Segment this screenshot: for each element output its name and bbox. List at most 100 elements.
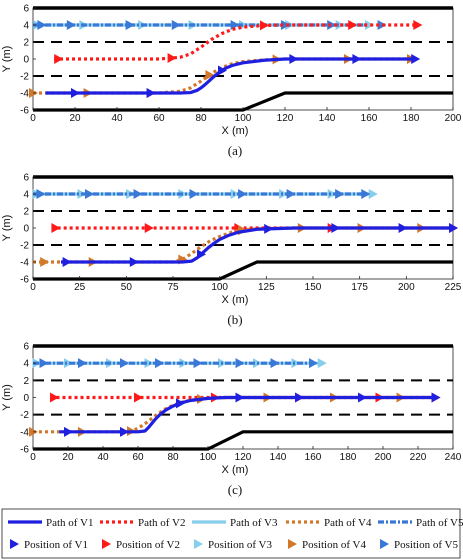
legend-item: Path of V2 xyxy=(100,517,185,529)
position-marker-v3 xyxy=(279,189,289,199)
legend-label: Position of V2 xyxy=(116,539,180,551)
position-marker-v5 xyxy=(281,20,290,30)
x-tick-label: 125 xyxy=(258,282,275,293)
y-tick-label: 6 xyxy=(23,4,29,15)
y-tick-label: 6 xyxy=(23,342,29,353)
position-marker-v1 xyxy=(264,223,274,234)
y-tick-label: -2 xyxy=(20,72,29,83)
position-marker-v2 xyxy=(348,20,358,30)
legend-label: Path of V4 xyxy=(324,517,372,529)
position-marker-v2 xyxy=(51,223,61,233)
y-tick-label: -2 xyxy=(20,241,29,252)
road-edge-bottom xyxy=(33,91,453,112)
position-marker-v1 xyxy=(449,223,458,233)
y-tick-label: 4 xyxy=(23,190,29,201)
x-tick-label: 200 xyxy=(398,282,415,293)
legend-item: Path of V1 xyxy=(8,517,93,529)
y-tick-label: -6 xyxy=(20,445,29,456)
legend-item: Position of V3 xyxy=(194,539,272,551)
position-marker-v3 xyxy=(327,189,337,199)
path-v2 xyxy=(54,23,418,61)
legend-label: Position of V3 xyxy=(208,539,272,551)
position-marker-v1 xyxy=(176,398,185,409)
position-marker-v2 xyxy=(413,20,423,30)
x-tick-label: 200 xyxy=(445,113,462,124)
x-tick-label: 120 xyxy=(277,113,294,124)
x-tick-label: 0 xyxy=(30,113,36,124)
panel-caption: (a) xyxy=(228,143,242,158)
position-marker-v1 xyxy=(197,249,206,260)
legend: Path of V1 Path of V2 Path of V3 Path of V4… xyxy=(1,508,463,559)
position-marker-v5 xyxy=(133,189,143,199)
position-marker-v2 xyxy=(260,20,269,31)
y-tick-label: 6 xyxy=(23,173,29,184)
x-tick-label: 40 xyxy=(97,452,109,463)
position-marker-v1 xyxy=(218,65,227,76)
position-marker-v3 xyxy=(179,358,189,369)
position-marker-v1 xyxy=(295,392,304,403)
x-axis-label: X (m) xyxy=(222,294,249,306)
x-tick-label: 100 xyxy=(211,282,228,293)
x-tick-label: 60 xyxy=(153,113,165,124)
position-marker-v5 xyxy=(189,189,199,199)
x-tick-label: 225 xyxy=(445,282,462,293)
position-marker-v1 xyxy=(129,257,139,267)
position-marker-v4 xyxy=(40,257,50,267)
position-marker-v1 xyxy=(146,88,156,98)
x-axis-label: X (m) xyxy=(222,464,249,476)
y-tick-label: 0 xyxy=(23,393,29,404)
x-tick-label: 20 xyxy=(62,452,74,463)
y-tick-label: -4 xyxy=(20,258,29,269)
position-marker-v1 xyxy=(358,392,367,403)
y-tick-label: 4 xyxy=(23,21,29,32)
position-marker-v5 xyxy=(335,189,345,199)
position-marker-v3 xyxy=(230,189,240,199)
legend-marker xyxy=(288,539,297,549)
position-marker-v2 xyxy=(134,392,143,403)
x-tick-label: 100 xyxy=(200,452,217,463)
panel-caption: (b) xyxy=(227,312,242,327)
x-tick-label: 25 xyxy=(74,282,86,293)
legend-item: Position of V4 xyxy=(288,539,366,551)
y-tick-label: 2 xyxy=(23,207,29,218)
legend-label: Position of V4 xyxy=(302,539,366,551)
legend-label: Path of V3 xyxy=(230,517,278,529)
position-marker-v1 xyxy=(71,88,80,98)
x-tick-label: 140 xyxy=(319,113,336,124)
chart-panel: 0 20 40 60 80 100 120 140 160 180 200 220 240 -6 -4 -2 0… xyxy=(1,342,462,498)
position-marker-v2 xyxy=(167,52,177,63)
road-edge-bottom xyxy=(33,260,453,281)
position-marker-v3 xyxy=(365,20,374,30)
position-marker-v1 xyxy=(331,223,341,233)
position-marker-v1 xyxy=(120,426,129,437)
legend-item: Position of V5 xyxy=(380,539,458,551)
x-tick-label: 180 xyxy=(403,113,420,124)
y-tick-label: -6 xyxy=(20,106,29,117)
position-marker-v5 xyxy=(361,189,371,199)
y-tick-label: 2 xyxy=(23,376,29,387)
x-tick-label: 220 xyxy=(410,452,427,463)
x-tick-label: 160 xyxy=(305,452,322,463)
position-marker-v3 xyxy=(368,189,378,199)
position-marker-v1 xyxy=(62,257,72,267)
legend-box xyxy=(1,508,461,559)
x-tick-label: 175 xyxy=(351,282,368,293)
position-marker-v1 xyxy=(235,392,245,403)
legend-item: Path of V4 xyxy=(286,517,372,529)
legend-label: Position of V1 xyxy=(24,539,88,551)
x-tick-label: 200 xyxy=(375,452,392,463)
y-axis-label: Y (m) xyxy=(1,215,13,242)
position-marker-v2 xyxy=(50,392,59,403)
position-marker-v5 xyxy=(171,20,181,30)
legend-marker xyxy=(194,539,203,549)
position-marker-v5 xyxy=(230,20,240,30)
position-marker-v5 xyxy=(120,358,129,369)
x-tick-label: 240 xyxy=(445,452,462,463)
path-v4 xyxy=(33,226,453,264)
x-tick-label: 140 xyxy=(270,452,287,463)
position-marker-v5 xyxy=(193,358,203,369)
y-axis-label: Y (m) xyxy=(1,46,13,73)
legend-item: Position of V1 xyxy=(10,539,88,551)
path-v1 xyxy=(45,57,416,95)
